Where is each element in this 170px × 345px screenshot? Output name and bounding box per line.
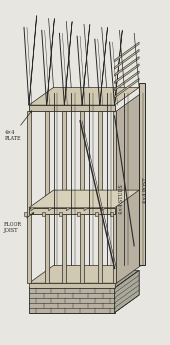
- Bar: [98, 111, 102, 283]
- Polygon shape: [29, 190, 139, 208]
- Text: 4×4 STUDS: 4×4 STUDS: [119, 185, 124, 215]
- Bar: [62, 111, 66, 283]
- Bar: [29, 105, 115, 111]
- Polygon shape: [115, 78, 139, 98]
- Bar: [77, 212, 80, 216]
- Polygon shape: [29, 16, 37, 105]
- Polygon shape: [115, 57, 139, 76]
- Polygon shape: [49, 190, 73, 211]
- Bar: [80, 111, 84, 283]
- Bar: [45, 111, 49, 283]
- Polygon shape: [84, 190, 109, 211]
- Text: FLOOR
JOIST: FLOOR JOIST: [3, 213, 34, 233]
- Polygon shape: [115, 49, 139, 69]
- Polygon shape: [64, 21, 72, 105]
- Polygon shape: [139, 83, 145, 265]
- Polygon shape: [29, 288, 115, 313]
- Polygon shape: [100, 27, 108, 105]
- Bar: [95, 212, 98, 216]
- Bar: [27, 111, 31, 283]
- Polygon shape: [29, 270, 139, 288]
- Polygon shape: [115, 71, 139, 91]
- Bar: [59, 212, 62, 216]
- Polygon shape: [29, 283, 115, 288]
- Bar: [113, 111, 116, 283]
- Text: 4×4
PLATE: 4×4 PLATE: [4, 111, 32, 141]
- Polygon shape: [115, 270, 139, 313]
- Polygon shape: [115, 64, 139, 83]
- Polygon shape: [115, 42, 139, 62]
- Text: 4×4 POST: 4×4 POST: [143, 177, 148, 203]
- Polygon shape: [29, 265, 139, 283]
- Polygon shape: [115, 270, 139, 313]
- Polygon shape: [31, 190, 55, 211]
- Polygon shape: [116, 93, 141, 283]
- Polygon shape: [66, 190, 91, 211]
- Polygon shape: [82, 24, 90, 105]
- Polygon shape: [102, 190, 126, 211]
- Bar: [24, 212, 27, 216]
- Bar: [29, 208, 115, 214]
- Bar: [110, 212, 113, 216]
- Polygon shape: [29, 87, 139, 105]
- Polygon shape: [47, 19, 54, 105]
- Bar: [42, 212, 45, 216]
- Polygon shape: [115, 30, 122, 105]
